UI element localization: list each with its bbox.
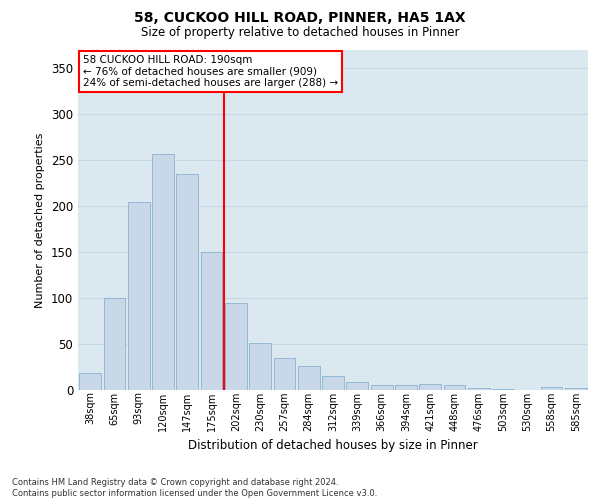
Bar — [565, 388, 587, 390]
Bar — [200, 252, 223, 390]
Bar — [371, 386, 392, 390]
Text: Size of property relative to detached houses in Pinner: Size of property relative to detached ho… — [141, 26, 459, 39]
Bar — [541, 387, 562, 390]
Bar — [249, 343, 271, 390]
Bar — [128, 202, 149, 390]
Text: 58 CUCKOO HILL ROAD: 190sqm
← 76% of detached houses are smaller (909)
24% of se: 58 CUCKOO HILL ROAD: 190sqm ← 76% of det… — [83, 55, 338, 88]
Text: 58, CUCKOO HILL ROAD, PINNER, HA5 1AX: 58, CUCKOO HILL ROAD, PINNER, HA5 1AX — [134, 11, 466, 25]
Bar — [79, 374, 101, 390]
Bar — [176, 174, 198, 390]
Bar — [395, 386, 417, 390]
Bar — [492, 389, 514, 390]
X-axis label: Distribution of detached houses by size in Pinner: Distribution of detached houses by size … — [188, 439, 478, 452]
Bar — [346, 382, 368, 390]
Bar — [298, 366, 320, 390]
Bar — [443, 386, 466, 390]
Bar — [419, 384, 441, 390]
Bar — [468, 388, 490, 390]
Bar — [152, 154, 174, 390]
Bar — [104, 298, 125, 390]
Bar — [274, 358, 295, 390]
Bar — [225, 302, 247, 390]
Y-axis label: Number of detached properties: Number of detached properties — [35, 132, 46, 308]
Text: Contains HM Land Registry data © Crown copyright and database right 2024.
Contai: Contains HM Land Registry data © Crown c… — [12, 478, 377, 498]
Bar — [322, 376, 344, 390]
